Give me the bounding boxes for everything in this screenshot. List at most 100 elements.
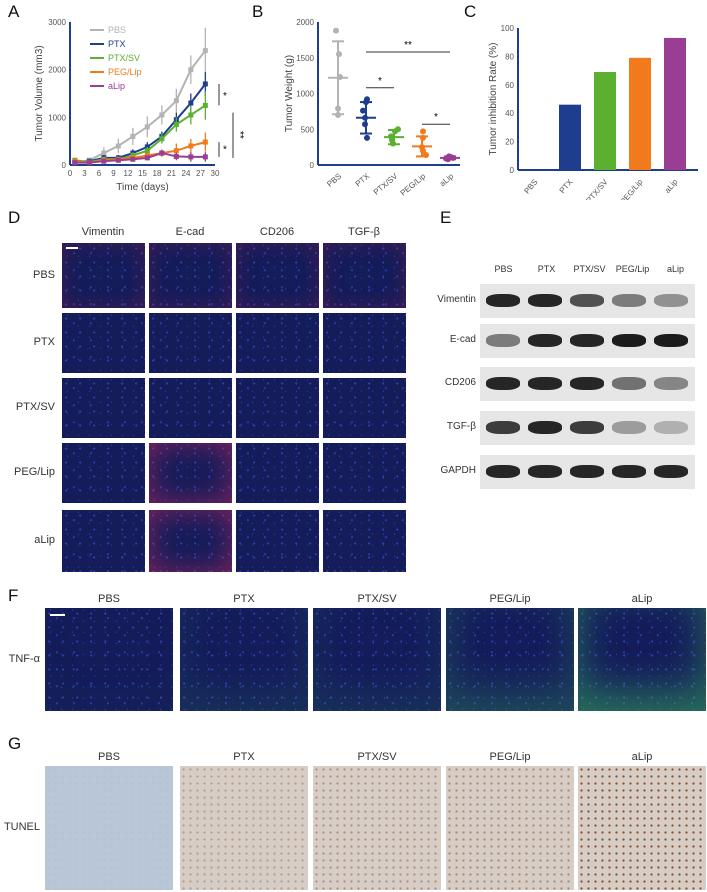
x-tick-label: 27 [196, 169, 205, 178]
protein-label: E-cad [449, 334, 476, 345]
row-label: PTX/SV [15, 401, 55, 413]
x-tick-label: 21 [167, 169, 176, 178]
data-point [202, 102, 208, 108]
fluorescence-image [236, 443, 319, 503]
data-point [159, 112, 165, 118]
data-point [173, 148, 179, 154]
bar-PTX [559, 104, 581, 170]
blot-strip [480, 324, 695, 358]
data-point [364, 134, 370, 141]
data-point [159, 136, 165, 142]
band [486, 377, 520, 390]
column-header: Vimentin [81, 226, 125, 238]
blot-strip [480, 284, 695, 318]
column-header: PBS [97, 751, 120, 763]
sig-label: ** [404, 40, 412, 51]
data-point [188, 112, 194, 118]
protein-label: TGF-β [446, 421, 476, 432]
fluorescence-image [236, 510, 319, 572]
x-tick-label: 24 [182, 169, 191, 178]
fluorescence-image [323, 313, 406, 373]
band [528, 294, 562, 307]
data-point [130, 156, 136, 162]
column-header: PTX [233, 593, 255, 605]
y-tick-label: 1000 [48, 113, 66, 122]
band [654, 421, 688, 434]
row-label: TNF-α [8, 653, 40, 665]
fluorescence-image [323, 243, 406, 308]
data-point [144, 155, 150, 161]
band [654, 294, 688, 307]
y-axis-label: Tumor Weight (g) [284, 55, 295, 132]
band [612, 377, 646, 390]
x-axis-label: Time (days) [116, 182, 168, 193]
protein-label: CD206 [444, 377, 476, 388]
tnf-image [446, 608, 574, 711]
lane-label: PTX/SV [573, 264, 606, 274]
fluorescence-image [236, 243, 319, 308]
blot-strip [480, 367, 695, 401]
x-tick-label: 9 [111, 169, 116, 178]
fluorescence-image [149, 443, 232, 503]
y-tick-label: 100 [501, 24, 515, 33]
series-line-PBS [74, 49, 207, 164]
x-tick-label: aLip [663, 177, 680, 195]
data-point [202, 81, 208, 87]
y-tick-label: 3000 [48, 18, 66, 27]
band [486, 421, 520, 434]
y-tick-label: 0 [62, 161, 67, 170]
column-header: E-cad [175, 226, 205, 238]
x-tick-label: PBS [325, 172, 343, 189]
column-header: aLip [631, 593, 653, 605]
y-tick-label: 2000 [296, 18, 314, 27]
data-point [188, 143, 194, 149]
x-tick-label: PEG/Lip [399, 171, 428, 197]
scale-bar [50, 614, 65, 616]
y-tick-label: 1000 [296, 90, 314, 99]
tumor-weight-chart: 0 500 1000 1500 2000 Tumor Weight (g) PBS PTX PT… [284, 18, 460, 198]
row-label: aLip [34, 534, 55, 546]
sig-label: ** [234, 131, 245, 139]
bar-aLip [664, 37, 686, 170]
data-point [202, 154, 208, 160]
panel-label-a: A [8, 2, 20, 21]
row-label: PTX [33, 336, 55, 348]
y-tick-label: 80 [505, 52, 514, 61]
tnf-image [45, 608, 173, 711]
fluorescence-image [149, 510, 232, 572]
band [570, 377, 604, 390]
y-tick-label: 60 [505, 81, 514, 90]
fluorescence-image [62, 443, 145, 503]
tunel-image [446, 766, 574, 890]
protein-label: GAPDH [440, 465, 476, 476]
row-label: TUNEL [3, 821, 40, 833]
column-header: PTX [233, 751, 255, 763]
band [528, 334, 562, 347]
scale-bar [66, 247, 78, 249]
data-point [188, 100, 194, 106]
data-point [173, 153, 179, 159]
y-tick-label: 20 [505, 138, 514, 147]
row-label: PBS [32, 268, 55, 281]
y-tick-label: 2000 [48, 66, 66, 75]
tunel-image [578, 766, 706, 890]
band [486, 465, 520, 478]
band [528, 465, 562, 478]
blot-strip [480, 411, 695, 445]
fluorescence-image [323, 443, 406, 503]
column-header: PEG/Lip [489, 751, 531, 763]
sig-label: * [434, 112, 438, 123]
legend-label: PTX [108, 39, 126, 49]
fluorescence-image [236, 378, 319, 438]
band [612, 294, 646, 307]
y-tick-label: 0 [310, 161, 315, 170]
x-tick-label: 18 [153, 169, 162, 178]
data-point [173, 121, 179, 127]
legend-label: PEG/Lip [108, 67, 142, 77]
fluorescence-image [62, 378, 145, 438]
band [486, 294, 520, 307]
y-tick-label: 500 [301, 125, 315, 134]
band [486, 334, 520, 347]
fluorescence-image [149, 243, 232, 308]
data-point [333, 27, 339, 34]
